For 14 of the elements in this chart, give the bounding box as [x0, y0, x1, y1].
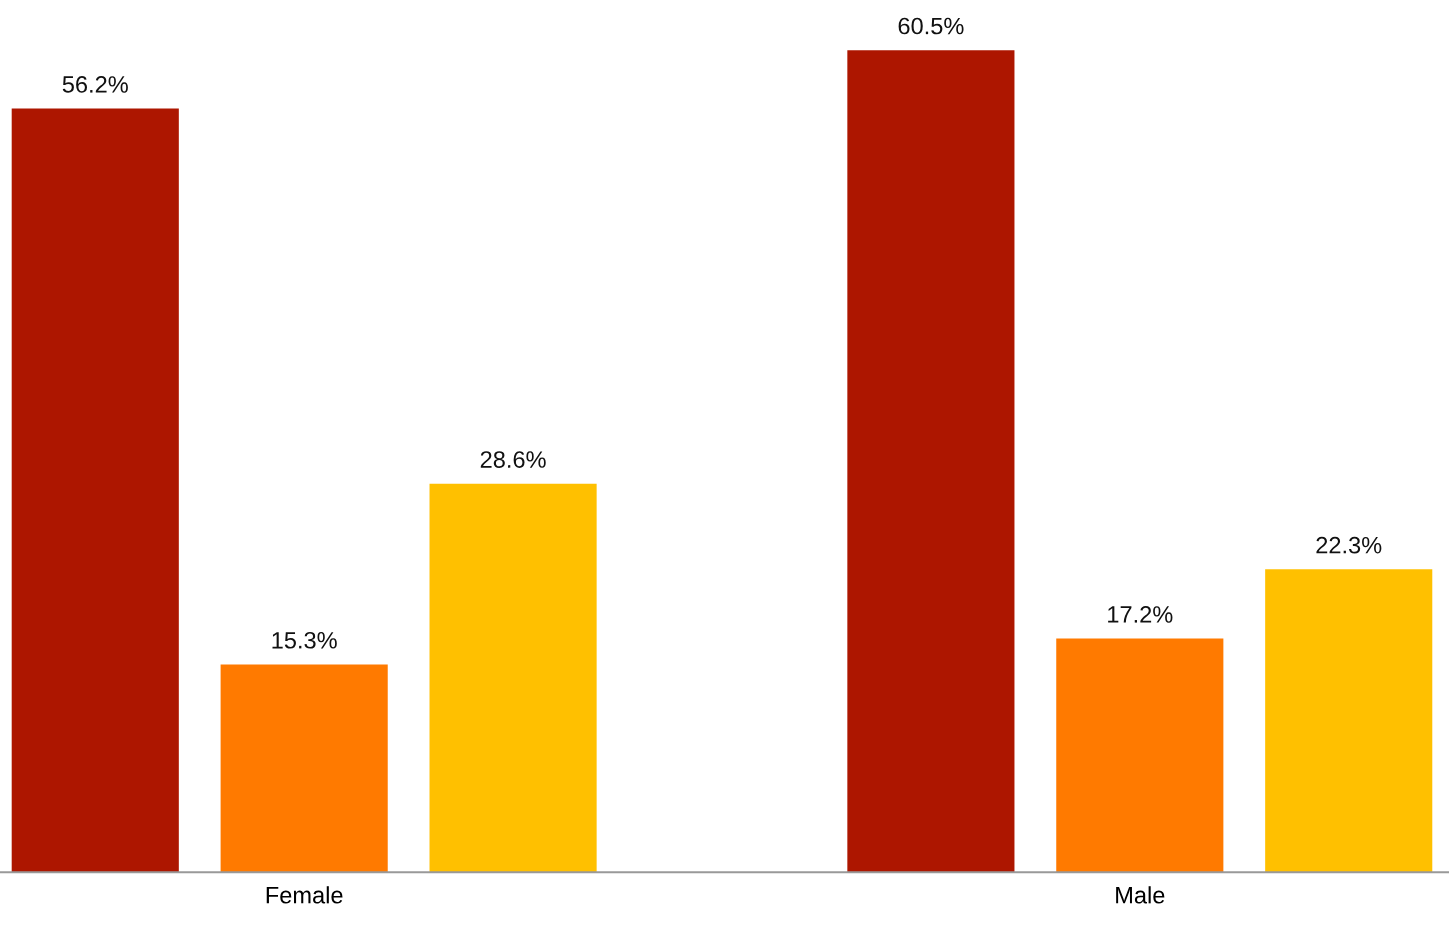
bar: [11, 108, 179, 873]
data-label: 56.2%: [62, 76, 128, 93]
x-tick-label: Female: [266, 886, 343, 904]
bar: [847, 50, 1015, 873]
data-label: 22.3%: [1316, 536, 1382, 554]
x-tick-label: Male: [1116, 886, 1165, 904]
bar: [429, 483, 597, 873]
bar: [1265, 569, 1433, 873]
data-label: 17.2%: [1108, 606, 1173, 623]
bar: [220, 664, 388, 873]
data-label: 60.5%: [898, 17, 964, 35]
data-label: 28.6%: [480, 451, 546, 468]
bar: [1056, 638, 1224, 873]
data-label: 15.3%: [272, 631, 337, 649]
